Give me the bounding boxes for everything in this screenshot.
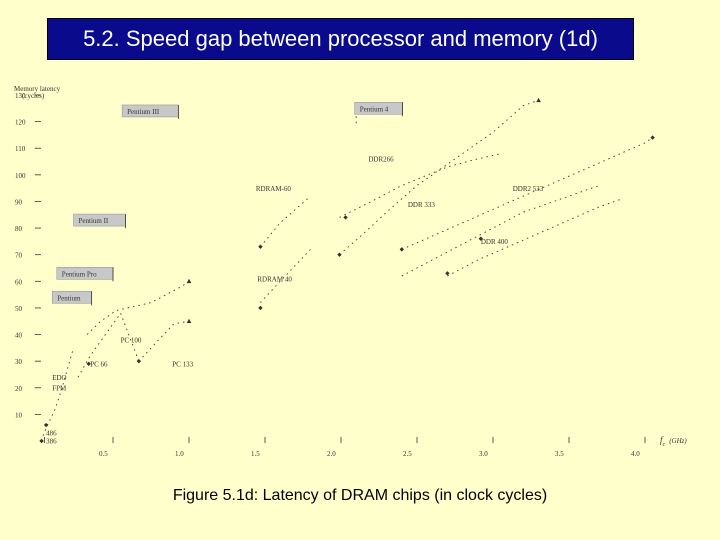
- data-point: [43, 422, 49, 428]
- y-tick-label: 110: [15, 145, 26, 153]
- trend-line: [339, 99, 539, 256]
- y-axis-label: Memory latency: [14, 85, 61, 93]
- slide-title: 5.2. Speed gap between processor and mem…: [83, 26, 598, 51]
- y-tick-label: 60: [15, 278, 23, 286]
- memory-label: DDR 333: [408, 201, 436, 209]
- memory-label: 486: [46, 430, 57, 438]
- memory-label: PC 133: [172, 360, 193, 368]
- memory-label: RDRAM-60: [256, 185, 292, 193]
- data-point: [39, 438, 44, 444]
- x-tick-label: 1.0: [175, 450, 184, 458]
- trend-line: [86, 280, 190, 335]
- data-point: [258, 244, 263, 249]
- data-point: [343, 215, 348, 220]
- memory-label: FPM: [52, 384, 67, 392]
- data-point: [536, 97, 541, 103]
- processor-label: Pentium III: [127, 108, 160, 116]
- memory-label: PC 100: [121, 337, 142, 345]
- data-point: [186, 318, 192, 324]
- slide-title-bar: 5.2. Speed gap between processor and mem…: [47, 18, 634, 60]
- figure-caption: Figure 5.1d: Latency of DRAM chips (in c…: [172, 487, 548, 504]
- y-axis-label: (cycles): [22, 92, 45, 100]
- x-tick-label: 0.5: [99, 450, 108, 458]
- processor-label: Pentium II: [79, 217, 109, 225]
- processor-label: Pentium: [57, 294, 81, 302]
- memory-label: 386: [46, 438, 57, 446]
- data-point: [478, 236, 484, 241]
- x-tick-label: 2.5: [403, 450, 412, 458]
- x-tick-label: 1.5: [251, 450, 260, 458]
- data-point: [650, 135, 655, 140]
- data-point: [399, 247, 404, 252]
- y-tick-label: 70: [15, 252, 23, 260]
- memory-label: EDO: [52, 374, 66, 382]
- data-point: [337, 252, 342, 257]
- y-tick-label: 10: [15, 411, 23, 419]
- y-tick-label: 80: [15, 225, 23, 233]
- data-point: [136, 358, 142, 364]
- processor-label: Pentium 4: [360, 105, 389, 113]
- y-tick-label: 30: [15, 358, 23, 366]
- y-tick-label: 100: [15, 172, 26, 180]
- x-tick-label: 4.0: [631, 450, 640, 458]
- memory-label: DDR 400: [481, 238, 509, 246]
- y-tick-label: 120: [15, 119, 26, 127]
- trend-line: [339, 153, 501, 218]
- y-tick-label: 20: [15, 385, 23, 393]
- latency-chart: Memory latency(cycles) 10 20 30 40 50 60 70 80 90…: [14, 85, 687, 458]
- x-tick-label: 3.0: [479, 450, 488, 458]
- memory-label: PC 66: [90, 360, 108, 368]
- trend-line: [77, 312, 140, 378]
- y-tick-label: 50: [15, 305, 23, 313]
- processor-label: Pentium Pro: [62, 270, 97, 278]
- y-tick-label: 130: [15, 92, 26, 100]
- data-point: [186, 278, 192, 284]
- data-point: [445, 271, 450, 276]
- y-tick-label: 90: [15, 198, 23, 206]
- trend-line: [401, 137, 653, 250]
- data-point: [258, 305, 263, 311]
- memory-label: DDR2 533: [513, 185, 544, 193]
- trend-line: [401, 185, 600, 277]
- data-point: [86, 361, 91, 367]
- trend-line: [260, 195, 311, 247]
- x-tick-label: 2.0: [327, 450, 336, 458]
- trend-line: [42, 347, 74, 436]
- x-axis-label: fc (GHz): [660, 435, 687, 448]
- x-tick-label: 3.5: [555, 450, 564, 458]
- memory-label: DDR266: [368, 156, 394, 164]
- trend-line: [138, 320, 190, 362]
- trend-line: [447, 198, 623, 277]
- y-tick-label: 40: [15, 332, 23, 340]
- memory-label: RDRAM 40: [257, 275, 292, 283]
